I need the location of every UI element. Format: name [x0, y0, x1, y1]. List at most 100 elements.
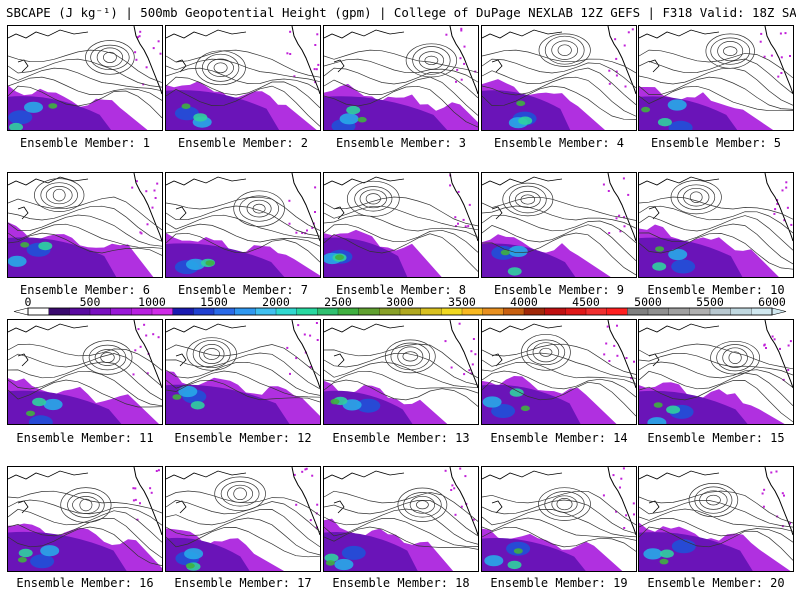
height-contour	[482, 76, 636, 117]
height-contour	[688, 483, 739, 518]
cape-height-map	[639, 320, 793, 424]
height-contour	[482, 58, 636, 89]
height-contour	[324, 490, 478, 522]
cape-speck	[132, 487, 135, 490]
coastline	[648, 353, 660, 367]
cape-maximum	[659, 558, 669, 565]
cape-height-map	[8, 467, 162, 571]
cape-speck	[784, 32, 787, 35]
colorbar-segment	[606, 307, 628, 316]
height-contour	[324, 196, 478, 227]
cape-maximum	[48, 103, 58, 109]
cape-speck	[770, 471, 773, 474]
height-contour	[8, 379, 162, 408]
cape-speck	[467, 225, 470, 228]
colorbar-segment	[317, 307, 339, 316]
cape-maximum	[186, 258, 205, 270]
cape-speck	[472, 338, 475, 340]
height-contour	[557, 44, 572, 56]
cape-speck	[460, 78, 463, 81]
cape-speck	[134, 349, 137, 352]
cape-speck	[293, 75, 296, 78]
height-contour	[639, 196, 793, 220]
cape-height-map	[166, 26, 320, 130]
colorbar-segment	[193, 307, 215, 316]
ensemble-map-panel	[481, 319, 637, 425]
cape-height-map	[482, 467, 636, 571]
cape-speck	[470, 372, 473, 375]
coastline	[449, 26, 478, 95]
height-contour	[418, 51, 445, 70]
cape-maximum	[40, 545, 60, 557]
height-contour	[324, 205, 478, 231]
colorbar-min-arrow	[13, 307, 29, 316]
coastline	[482, 176, 563, 186]
cape-speck	[612, 474, 615, 477]
colorbar-segment	[420, 307, 442, 316]
height-contour	[8, 205, 162, 242]
cape-speck	[615, 510, 618, 513]
cape-maximum	[26, 410, 35, 417]
cape-height-map	[639, 467, 793, 571]
cape-speck	[457, 222, 459, 225]
height-contour	[88, 344, 127, 371]
cape-speck	[787, 344, 790, 347]
cape-speck	[623, 216, 626, 219]
coastline	[166, 470, 247, 480]
cape-speck	[607, 190, 610, 192]
cape-maximum	[193, 113, 208, 122]
colorbar-tick-label: 3500	[448, 295, 476, 309]
cape-speck	[134, 51, 137, 54]
cape-speck	[309, 334, 312, 337]
height-contour	[96, 47, 124, 68]
cape-speck	[315, 322, 318, 324]
height-contour	[424, 55, 439, 66]
coastline	[639, 323, 720, 333]
coastline	[324, 470, 405, 480]
height-contour	[166, 67, 320, 92]
cape-speck	[464, 225, 467, 228]
cape-maximum	[324, 553, 339, 562]
cape-speck	[140, 232, 143, 235]
cape-speck	[288, 222, 291, 225]
coastline	[175, 59, 187, 73]
colorbar-segment	[337, 307, 360, 316]
coastline	[648, 500, 660, 514]
height-contour	[166, 344, 320, 377]
coastline	[291, 467, 320, 536]
height-contour	[8, 67, 162, 92]
height-contour	[539, 347, 553, 357]
colorbar-tick-label: 500	[79, 295, 101, 309]
cape-maximum	[668, 248, 688, 261]
cape-maximum	[335, 254, 344, 261]
cape-speck	[317, 63, 320, 66]
cape-maximum	[174, 106, 199, 121]
coastline	[491, 59, 503, 73]
coastline	[333, 500, 345, 514]
colorbar-segment	[399, 307, 422, 316]
cape-speck	[474, 353, 477, 356]
ensemble-map-panel	[7, 25, 163, 131]
height-contour	[639, 76, 793, 110]
coastline	[449, 173, 478, 242]
height-contour	[521, 333, 571, 371]
cape-speck	[301, 470, 304, 473]
cape-maximum	[24, 101, 43, 113]
cape-maximum	[653, 402, 663, 408]
colorbar-segment	[110, 307, 132, 316]
colorbar-tick-label: 5500	[696, 295, 724, 309]
height-contour	[551, 495, 578, 513]
colorbar-tick-label: 6000	[758, 295, 786, 309]
coastline	[764, 173, 793, 242]
height-contour	[8, 58, 162, 88]
cape-speck	[616, 354, 619, 357]
ensemble-member-label: Ensemble Member: 8	[335, 283, 467, 297]
cape-speck	[623, 44, 626, 47]
height-contour	[324, 518, 478, 547]
coastline	[133, 467, 162, 536]
ensemble-map-panel	[481, 25, 637, 131]
cape-maximum	[178, 385, 198, 398]
height-contour	[710, 340, 760, 375]
coastline	[17, 500, 29, 514]
cape-speck	[471, 363, 474, 366]
